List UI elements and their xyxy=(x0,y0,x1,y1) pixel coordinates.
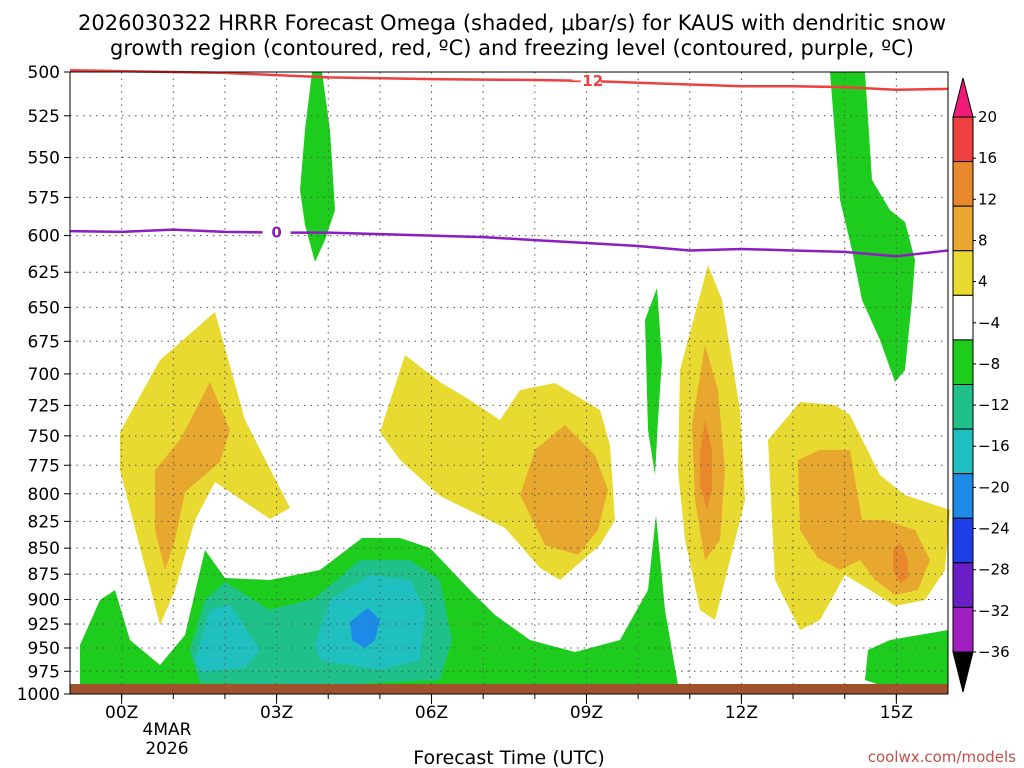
y-tick-label: 975 xyxy=(28,662,60,682)
y-tick-label: 850 xyxy=(28,539,60,559)
colorbar-band xyxy=(952,384,974,430)
watermark: coolwx.com/models xyxy=(868,748,1016,766)
colorbar-band xyxy=(952,116,974,163)
chart-title-line-1: 2026030322 HRRR Forecast Omega (shaded, … xyxy=(78,11,946,35)
dendritic-contour-line-label-bg xyxy=(572,72,601,89)
freezing-level-line-label-bg xyxy=(262,224,291,241)
y-tick-label: 675 xyxy=(28,332,60,352)
colorbar-band xyxy=(952,161,974,207)
omega-shade-green xyxy=(830,72,915,382)
x-axis-label: Forecast Time (UTC) xyxy=(413,747,604,768)
colorbar-band xyxy=(952,339,974,385)
colorbar-label: −8 xyxy=(978,355,1000,373)
freezing-level-line xyxy=(69,228,949,258)
y-tick-label: 900 xyxy=(28,590,60,610)
colorbar-label: −4 xyxy=(978,314,1000,332)
colorbar-band xyxy=(952,428,974,475)
omega-shade-cyan xyxy=(195,605,260,672)
x-tick-label: 03Z xyxy=(260,703,293,723)
colorbar-band xyxy=(952,250,974,296)
colorbar-label: −20 xyxy=(978,478,1010,496)
x-tick-label: 06Z xyxy=(415,703,448,723)
y-tick-label: 550 xyxy=(28,149,60,169)
plot-frame xyxy=(69,71,949,695)
y-tick-label: 925 xyxy=(28,615,60,635)
x-tick-label: 15Z xyxy=(880,703,913,723)
colorbar-label: −24 xyxy=(978,520,1010,538)
y-tick-label: 500 xyxy=(28,63,60,83)
dendritic-contour-line-label: −12 xyxy=(570,72,603,90)
date-label-year: 2026 xyxy=(145,739,188,759)
colorbar-band xyxy=(952,205,974,252)
omega-shade-green xyxy=(300,72,335,262)
colorbar-label: −28 xyxy=(978,561,1010,579)
x-tick-label: 09Z xyxy=(570,703,603,723)
x-tick-label: 12Z xyxy=(725,703,758,723)
colorbar-band xyxy=(952,606,974,653)
colorbar-label: 8 xyxy=(978,231,988,249)
colorbar-band xyxy=(952,517,974,564)
omega-shade-blue xyxy=(350,608,380,648)
colorbar-band xyxy=(952,473,974,519)
colorbar-label: −16 xyxy=(978,437,1010,455)
y-tick-label: 575 xyxy=(28,188,60,208)
y-tick-label: 800 xyxy=(28,485,60,505)
dendritic-contour-line xyxy=(69,68,949,92)
y-tick-label: 875 xyxy=(28,565,60,585)
y-tick-label: 650 xyxy=(28,298,60,318)
colorbar-label: −32 xyxy=(978,602,1010,620)
y-tick-label: 825 xyxy=(28,512,60,532)
y-tick-label: 950 xyxy=(28,639,60,659)
colorbar-label: 16 xyxy=(978,149,997,167)
omega-shade-green xyxy=(645,288,662,475)
freezing-level-line-label: 0 xyxy=(271,224,281,242)
omega-shade-orange xyxy=(520,425,608,555)
y-tick-label: 600 xyxy=(28,227,60,247)
y-tick-label: 1000 xyxy=(17,685,60,705)
colorbar: 20 16 12 8 4 −4 −8 −12 −16 −20 −24 −28 −32 −36 xyxy=(952,77,1010,693)
omega-shade-orange xyxy=(155,382,230,570)
omega-shade-green xyxy=(865,630,948,690)
y-tick-label: 775 xyxy=(28,456,60,476)
colorbar-label: 12 xyxy=(978,190,997,208)
chart-title-line-2: growth region (contoured, red, ºC) and f… xyxy=(110,36,914,60)
omega-shade-darkorange xyxy=(700,420,712,510)
colorbar-bottom-arrow xyxy=(952,651,974,693)
y-tick-label: 700 xyxy=(28,365,60,385)
colorbar-band xyxy=(952,294,974,341)
colorbar-band xyxy=(952,562,974,608)
y-tick-label: 525 xyxy=(28,107,60,127)
colorbar-label: 20 xyxy=(978,108,997,126)
colorbar-top-arrow xyxy=(952,77,974,118)
colorbar-label: −36 xyxy=(978,643,1010,661)
terrain-ground xyxy=(70,684,948,694)
colorbar-label: 4 xyxy=(978,273,988,291)
y-tick-label: 625 xyxy=(28,263,60,283)
x-tick-label: 00Z xyxy=(105,703,138,723)
colorbar-label: −12 xyxy=(978,396,1010,414)
date-label-day: 4MAR xyxy=(143,720,192,740)
y-tick-label: 750 xyxy=(28,427,60,447)
y-tick-label: 725 xyxy=(28,396,60,416)
